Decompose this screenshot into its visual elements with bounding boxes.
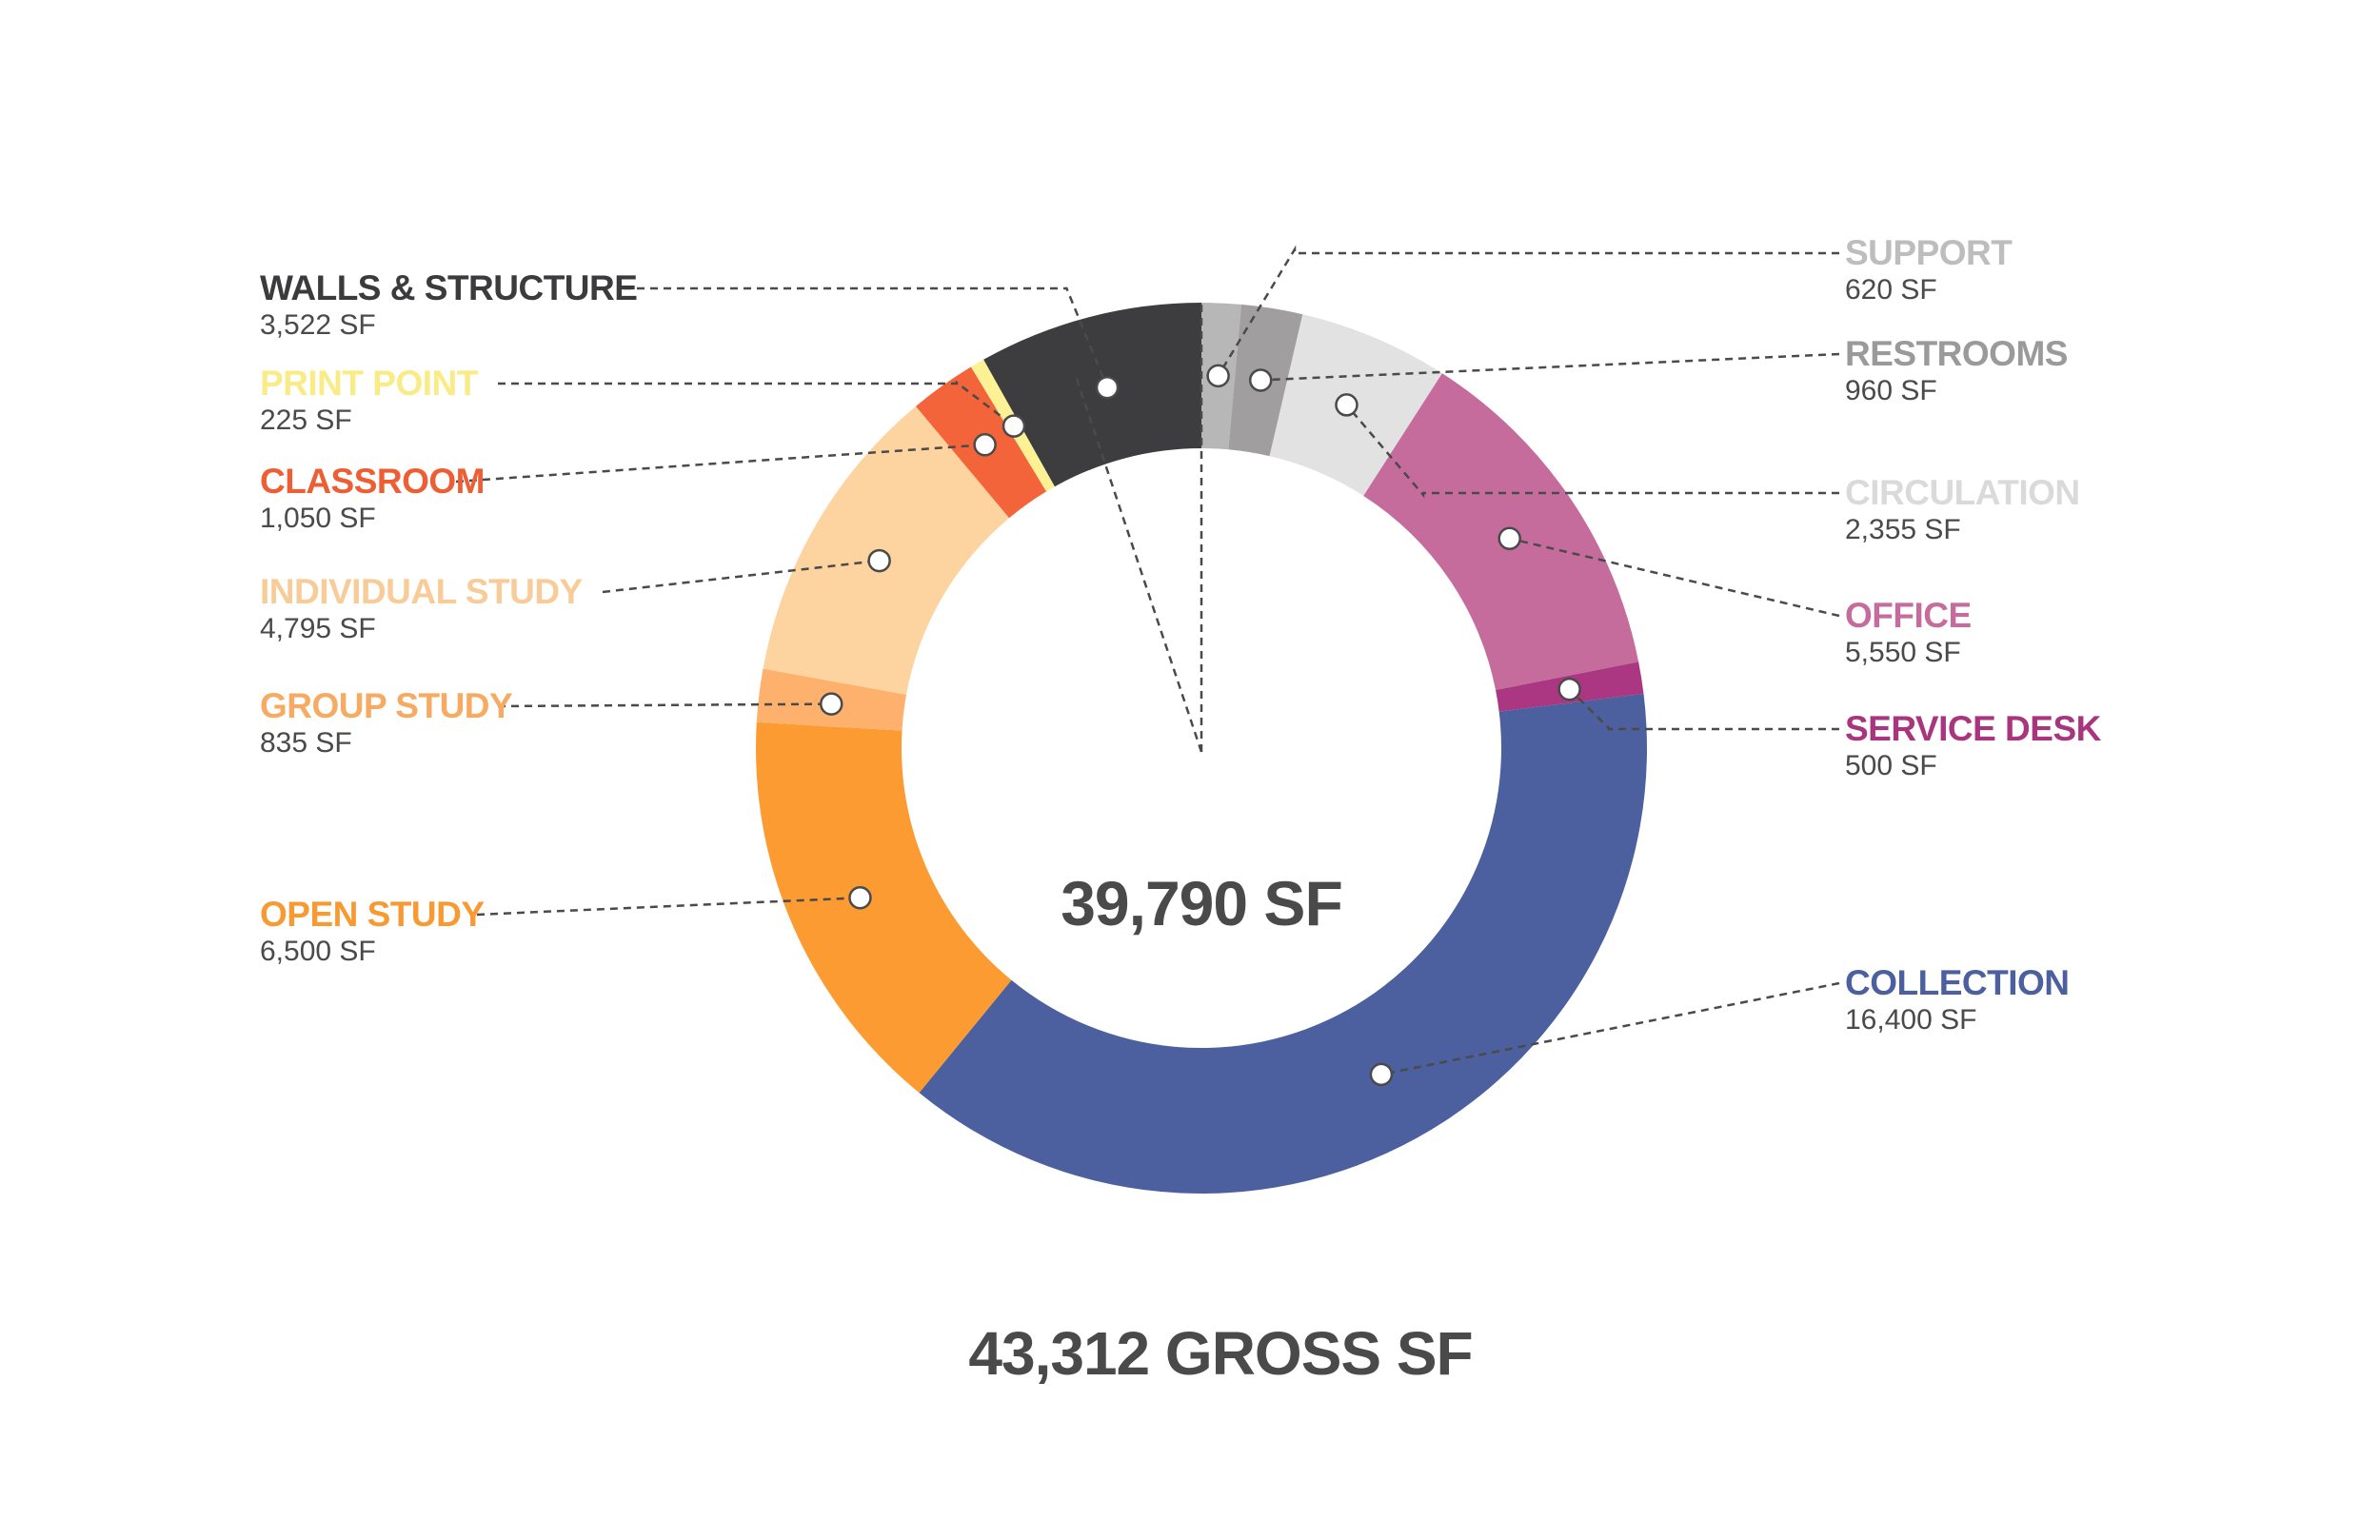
dot-walls-and-structure xyxy=(1095,375,1120,400)
dot-classroom xyxy=(973,433,997,457)
gross-total-label: 43,312 GROSS SF xyxy=(968,1319,1472,1388)
label-name-collection: COLLECTION xyxy=(1845,963,2069,1002)
dot-print-point xyxy=(1002,414,1026,438)
label-value-support: 620 SF xyxy=(1845,274,1937,306)
leader-restrooms xyxy=(1260,352,1840,382)
label-value-walls-and-structure: 3,522 SF xyxy=(260,309,376,341)
slice-individual-study xyxy=(763,405,1010,695)
center-total-label: 39,790 SF xyxy=(1061,868,1342,938)
dot-individual-study xyxy=(867,548,891,573)
label-name-classroom: CLASSROOM xyxy=(260,462,485,501)
label-name-support: SUPPORT xyxy=(1845,233,2013,272)
label-value-office: 5,550 SF xyxy=(1845,637,1961,668)
dot-service-desk xyxy=(1557,677,1581,701)
label-value-collection: 16,400 SF xyxy=(1845,1004,1976,1036)
leader-support xyxy=(1217,245,1839,377)
dot-collection xyxy=(1369,1062,1394,1087)
label-name-restrooms: RESTROOMS xyxy=(1845,334,2068,373)
label-name-individual-study: INDIVIDUAL STUDY xyxy=(260,572,584,611)
label-value-open-study: 6,500 SF xyxy=(260,936,376,967)
label-value-group-study: 835 SF xyxy=(260,727,352,759)
leader-open-study xyxy=(476,896,861,917)
label-name-print-point: PRINT POINT xyxy=(260,364,479,403)
dot-circulation xyxy=(1335,393,1359,417)
dot-office xyxy=(1497,526,1521,551)
leader-circulation xyxy=(1345,404,1839,499)
label-name-open-study: OPEN STUDY xyxy=(260,895,485,934)
dot-group-study xyxy=(820,692,843,716)
label-value-service-desk: 500 SF xyxy=(1845,750,1937,781)
leader-print-point xyxy=(498,380,1015,427)
leader-individual-study xyxy=(602,559,880,594)
label-value-print-point: 225 SF xyxy=(260,405,352,436)
slice-open-study xyxy=(756,721,1012,1094)
slice-collection xyxy=(919,693,1648,1194)
label-value-restrooms: 960 SF xyxy=(1845,375,1937,406)
label-name-circulation: CIRCULATION xyxy=(1845,473,2080,512)
leader-service-desk xyxy=(1568,688,1839,731)
label-name-group-study: GROUP STUDY xyxy=(260,686,513,725)
dot-support xyxy=(1206,364,1230,388)
label-name-walls-and-structure: WALLS & STRUCTURE xyxy=(260,268,637,307)
leader-classroom xyxy=(455,444,985,484)
leader-office xyxy=(1509,537,1840,618)
slice-walls-and-structure xyxy=(983,303,1201,487)
leader-lines xyxy=(455,245,1840,1087)
label-value-classroom: 1,050 SF xyxy=(260,503,376,534)
leader-walls-and-structure xyxy=(624,286,1109,388)
dot-open-study xyxy=(848,885,872,910)
dot-restrooms xyxy=(1248,368,1273,392)
leader-collection xyxy=(1380,981,1840,1076)
label-name-office: OFFICE xyxy=(1845,596,1972,635)
label-name-service-desk: SERVICE DESK xyxy=(1845,709,2102,748)
leader-group-study xyxy=(497,702,832,708)
label-value-individual-study: 4,795 SF xyxy=(260,613,376,644)
label-value-circulation: 2,355 SF xyxy=(1845,514,1961,545)
